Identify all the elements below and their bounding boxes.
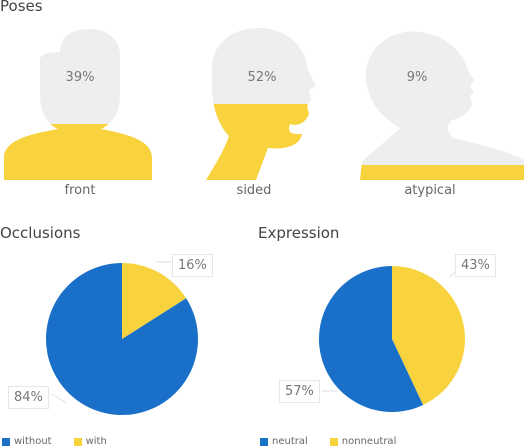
occ-without-callout-line [51,393,67,404]
atypical-label: atypical [404,183,456,198]
exp-nonneutral-percent: 43% [455,254,496,277]
legend-item-nonneutral: nonneutral [329,436,397,447]
occlusions-slice-without [45,263,199,416]
legend-item-with: with [73,436,107,447]
expression-pie [318,266,465,412]
legend-item-without: without [2,436,52,447]
legend-swatch-without [2,437,10,446]
occ-with-percent: 16% [172,254,213,277]
front-label: front [64,183,96,198]
legend-label-nonneutral: nonneutral [341,436,397,447]
legend-item-neutral: neutral [260,436,308,447]
legend-label-neutral: neutral [272,436,308,447]
front-percent: 39% [65,70,95,85]
head-sided-icon [206,28,316,180]
expression-slice-nonneutral [392,266,465,406]
legend-label-without: without [14,436,52,447]
legend-label-with: with [85,436,107,447]
occlusions-slice-with [122,263,187,339]
occ-without-percent: 84% [8,386,49,409]
expression-slice-neutral [318,266,424,412]
head-front-icon [4,29,152,180]
atypical-percent: 9% [406,70,428,85]
head-atypical-icon [360,31,524,180]
legend-swatch-neutral [260,437,268,446]
head-atypical-fill [360,165,524,180]
sided-percent: 52% [247,70,277,85]
occlusions-legend: without with [2,436,129,447]
occlusions-title: Occlusions [0,224,81,242]
head-front-fill [4,124,152,180]
occlusions-pie [45,263,199,416]
sided-label: sided [236,183,272,198]
expression-title: Expression [258,224,340,242]
legend-swatch-nonneutral [329,437,338,446]
exp-neutral-percent: 57% [279,380,320,403]
poses-title: Poses [0,0,43,15]
legend-swatch-with [73,437,82,446]
expression-legend: neutral nonneutral [260,436,418,447]
head-sided-fill [206,104,316,180]
